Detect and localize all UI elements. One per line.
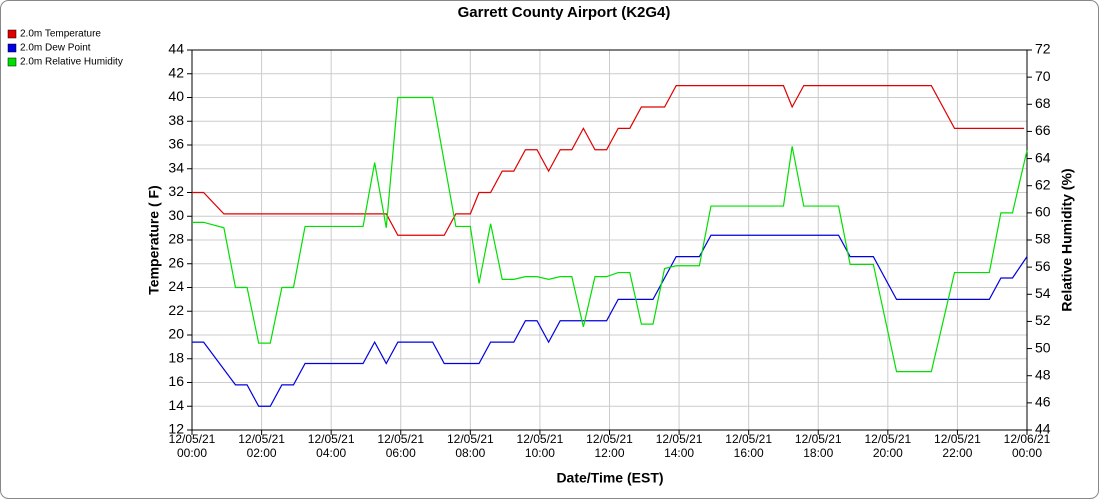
y-tick-label: 30 [168,207,184,223]
y2-tick-label: 46 [1035,394,1051,410]
x-tick-label: 12/05/21 06:00 [377,432,425,460]
chart-title: Garrett County Airport (K2G4) [458,4,671,21]
y2-tick-label: 56 [1035,258,1051,274]
x-tick-label: 12/05/21 22:00 [934,432,981,460]
x-tick-label: 12/05/21 00:00 [168,432,216,460]
x-tick-label: 12/05/21 20:00 [864,432,912,460]
legend-label: 2.0m Relative Humidity [20,57,123,68]
series-line [192,234,1028,407]
y2-axis-label: Relative Humidity (%) [1059,168,1075,311]
x-tick-label: 12/06/21 00:00 [1003,432,1051,460]
legend-swatch [7,57,17,67]
y-tick-label: 28 [168,231,184,247]
y-tick-label: 20 [168,326,184,342]
legend-swatch [7,29,17,39]
y-tick-label: 38 [168,112,184,128]
y2-tick-label: 64 [1035,149,1051,165]
y2-tick-label: 60 [1035,204,1051,220]
y-tick-label: 34 [168,159,184,175]
y-tick-label: 42 [168,64,184,80]
series-line [192,96,1028,373]
y2-tick-label: 48 [1035,366,1051,382]
y-tick-label: 18 [168,349,184,365]
x-tick-label: 12/05/21 16:00 [725,432,773,460]
y-tick-label: 16 [168,373,184,389]
x-tick-label: 12/05/21 02:00 [238,432,285,460]
y-tick-label: 24 [168,278,184,294]
y-tick-label: 44 [168,41,184,57]
plot-border [191,49,1028,431]
y2-tick-label: 72 [1035,41,1051,57]
y-axis-label: Temperature ( F) [146,185,162,294]
x-tick-label: 12/05/21 10:00 [516,432,564,460]
legend-swatch [7,43,17,53]
y2-tick-label: 68 [1035,95,1051,111]
legend-label: 2.0m Dew Point [20,43,91,54]
y-tick-label: 40 [168,88,184,104]
y-tick-label: 36 [168,136,184,152]
series-line [192,85,1025,236]
y2-tick-label: 70 [1035,68,1051,84]
x-axis-label: Date/Time (EST) [556,470,663,486]
y2-tick-label: 62 [1035,176,1051,192]
x-tick-label: 12/05/21 14:00 [655,432,703,460]
y2-tick-label: 66 [1035,122,1051,138]
y-tick-label: 26 [168,254,184,270]
y-tick-label: 32 [168,183,184,199]
y-tick-label: 22 [168,302,184,318]
x-tick-label: 12/05/21 04:00 [307,432,355,460]
y2-tick-label: 52 [1035,312,1051,328]
y2-tick-label: 54 [1035,285,1051,301]
y2-tick-label: 44 [1035,421,1051,437]
x-tick-label: 12/05/21 08:00 [446,432,494,460]
y-tick-label: 12 [168,421,184,437]
y2-tick-label: 50 [1035,339,1051,355]
y-tick-label: 14 [168,397,184,413]
y2-tick-label: 58 [1035,231,1051,247]
legend-label: 2.0m Temperature [20,29,101,40]
x-tick-label: 12/05/21 12:00 [586,432,633,460]
x-tick-label: 12/05/21 18:00 [794,432,842,460]
